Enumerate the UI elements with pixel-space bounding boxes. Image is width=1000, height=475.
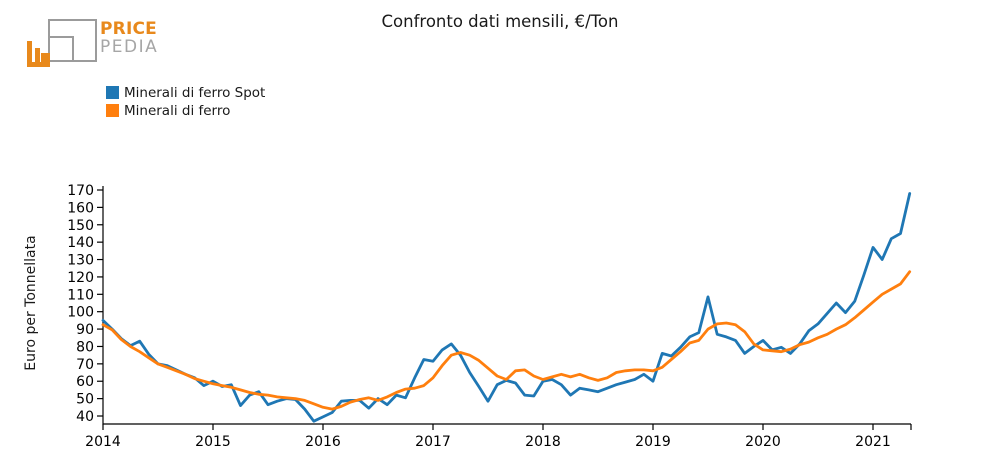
logo-filled-square-icon [41,53,50,62]
chart-title: Confronto dati mensili, €/Ton [381,12,619,31]
logo-wordmark: PRICE PEDIA [100,21,158,56]
y-tick-label: 50 [76,392,94,408]
y-tick-label: 130 [67,253,94,269]
series-line-ferro [101,270,912,411]
legend-item-spot: Minerali di ferro Spot [106,84,265,101]
y-tick-label: 110 [67,287,94,303]
legend-swatch-ferro [106,104,119,117]
legend-item-ferro: Minerali di ferro [106,102,265,119]
logo-text-pedia: PEDIA [100,37,159,57]
y-tick-label: 120 [67,270,94,286]
y-tick-label: 100 [67,305,94,321]
logo-text-price: PRICE [100,19,157,39]
legend: Minerali di ferro Spot Minerali di ferro [106,84,265,120]
axes-spines [102,186,911,425]
y-tick-label: 90 [76,322,94,338]
y-tick-label: 160 [67,200,94,216]
logo-square-small-icon [48,36,74,62]
x-tick-label: 2021 [855,434,891,450]
y-tick-label: 70 [76,357,94,373]
x-tick-label: 2019 [635,434,671,450]
x-tick-label: 2017 [415,434,451,450]
legend-label-spot: Minerali di ferro Spot [124,84,266,101]
y-tick-label: 170 [67,183,94,199]
x-tick-label: 2016 [305,434,341,450]
pricepedia-logo: PRICE PEDIA [26,8,176,68]
legend-swatch-spot [106,86,119,99]
logo-bracket-inner-icon [35,48,50,67]
y-tick-label: 40 [76,409,94,425]
x-tick-label: 2020 [745,434,781,450]
x-tick-label: 2015 [195,434,231,450]
x-tick-label: 2018 [525,434,561,450]
y-tick-label: 60 [76,374,94,390]
y-tick-label: 80 [76,339,94,355]
y-tick-label: 150 [67,218,94,234]
y-tick-label: 140 [67,235,94,251]
x-tick-label: 2014 [85,434,121,450]
legend-label-ferro: Minerali di ferro [124,102,231,119]
